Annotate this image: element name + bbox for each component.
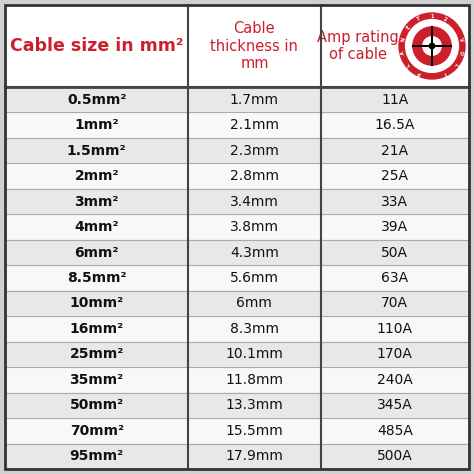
Text: T: T (417, 16, 422, 22)
Circle shape (429, 43, 435, 49)
Text: 35mm²: 35mm² (70, 373, 124, 387)
Bar (5, 342, 469, 367)
Bar (5, 367, 469, 392)
Text: 0.5mm²: 0.5mm² (67, 93, 127, 107)
Text: 33A: 33A (381, 195, 408, 209)
Bar (5, 112, 469, 138)
Text: 170A: 170A (377, 347, 413, 361)
Text: 3.8mm: 3.8mm (230, 220, 279, 234)
Text: 4mm²: 4mm² (74, 220, 119, 234)
Text: 2.1mm: 2.1mm (230, 118, 279, 132)
Text: 70mm²: 70mm² (70, 424, 124, 438)
Text: 95mm²: 95mm² (70, 449, 124, 463)
Text: 240A: 240A (377, 373, 413, 387)
Text: 5.6mm: 5.6mm (230, 271, 279, 285)
Bar (5, 418, 469, 444)
Text: 8.5mm²: 8.5mm² (67, 271, 127, 285)
Text: 17.9mm: 17.9mm (226, 449, 283, 463)
Bar (5, 138, 469, 164)
Bar (5, 214, 469, 240)
Text: 6mm²: 6mm² (74, 246, 119, 260)
Text: 70A: 70A (381, 296, 408, 310)
Text: 3mm²: 3mm² (74, 195, 119, 209)
Text: 16.5A: 16.5A (374, 118, 415, 132)
Text: O: O (458, 50, 464, 55)
Text: 11.8mm: 11.8mm (226, 373, 283, 387)
Bar (5, 291, 469, 316)
Text: A: A (400, 50, 406, 55)
Text: 8.3mm: 8.3mm (230, 322, 279, 336)
Circle shape (399, 13, 465, 79)
Bar (5, 392, 469, 418)
Text: L: L (452, 62, 458, 67)
Text: 16mm²: 16mm² (70, 322, 124, 336)
Text: 25A: 25A (381, 169, 408, 183)
Text: 485A: 485A (377, 424, 413, 438)
Text: 15.5mm: 15.5mm (226, 424, 283, 438)
Text: 2: 2 (442, 16, 447, 22)
Text: 345A: 345A (377, 398, 413, 412)
Text: T: T (442, 70, 447, 76)
Text: 500A: 500A (377, 449, 413, 463)
Text: 6mm: 6mm (237, 296, 273, 310)
Text: 2.3mm: 2.3mm (230, 144, 279, 158)
Bar (5, 189, 469, 214)
Bar (5, 316, 469, 342)
Text: 2.8mm: 2.8mm (230, 169, 279, 183)
Bar (5, 5, 469, 87)
Text: 11A: 11A (381, 93, 409, 107)
Text: 10mm²: 10mm² (70, 296, 124, 310)
Text: P: P (416, 70, 422, 76)
Circle shape (406, 19, 458, 73)
Bar (5, 240, 469, 265)
Text: 39A: 39A (381, 220, 408, 234)
Text: 1.5mm²: 1.5mm² (67, 144, 127, 158)
Text: 21A: 21A (381, 144, 408, 158)
Text: 2mm²: 2mm² (74, 169, 119, 183)
Text: 1: 1 (430, 14, 434, 19)
Bar (5, 87, 469, 112)
Text: 1.7mm: 1.7mm (230, 93, 279, 107)
Text: 3.4mm: 3.4mm (230, 195, 279, 209)
Text: N: N (400, 37, 406, 42)
Text: 13.3mm: 13.3mm (226, 398, 283, 412)
Circle shape (413, 27, 451, 65)
Text: E: E (406, 25, 412, 30)
Text: 50mm²: 50mm² (70, 398, 124, 412)
Text: Amp rating
of cable: Amp rating of cable (317, 30, 399, 62)
Text: 25mm²: 25mm² (70, 347, 124, 361)
Text: L: L (406, 62, 412, 67)
Bar (5, 265, 469, 291)
Bar (5, 444, 469, 469)
Text: Cable size in mm²: Cable size in mm² (10, 37, 183, 55)
Circle shape (423, 37, 441, 55)
Text: 50A: 50A (381, 246, 408, 260)
Text: Cable
thickness in
mm: Cable thickness in mm (210, 21, 298, 71)
Bar (5, 164, 469, 189)
Text: 4.3mm: 4.3mm (230, 246, 279, 260)
Text: 1mm²: 1mm² (74, 118, 119, 132)
Text: 10.1mm: 10.1mm (226, 347, 283, 361)
Text: 63A: 63A (381, 271, 408, 285)
Text: 110A: 110A (377, 322, 413, 336)
Text: V: V (458, 37, 464, 42)
